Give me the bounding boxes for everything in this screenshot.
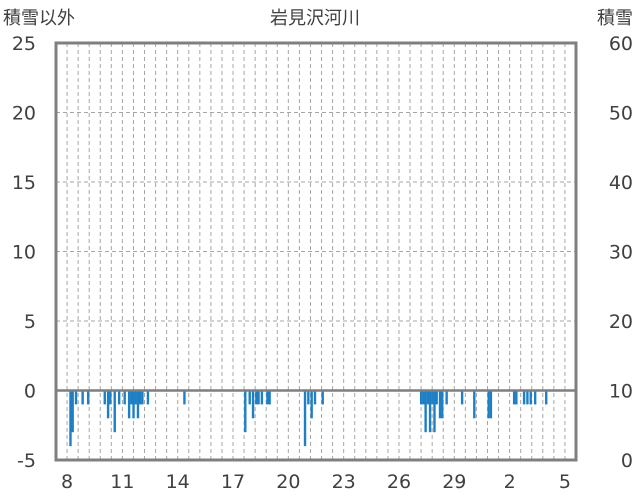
bar [431, 390, 434, 405]
right-tick-label: 20 [609, 311, 633, 333]
bar [251, 390, 255, 419]
bar [307, 390, 310, 405]
bar [134, 390, 137, 405]
right-axis-label: 積雪 [597, 8, 633, 29]
bar [244, 390, 247, 433]
bar [136, 390, 140, 419]
bar [123, 390, 126, 405]
x-tick-label: 20 [276, 471, 300, 493]
bar [529, 390, 532, 405]
bar [255, 390, 258, 405]
bar [489, 390, 493, 419]
bar [522, 390, 526, 405]
bar [130, 390, 133, 405]
bar [132, 390, 135, 419]
bar [266, 390, 269, 405]
bar [487, 390, 490, 419]
bar [257, 390, 260, 405]
right-tick-label: 0 [621, 450, 633, 472]
left-tick-label: 15 [12, 172, 36, 194]
x-tick-label: 8 [61, 471, 73, 493]
bar [117, 390, 121, 405]
bars [69, 390, 548, 447]
bar [86, 390, 90, 405]
bar [310, 390, 313, 419]
bar [138, 390, 142, 405]
x-tick-label: 2 [504, 471, 516, 493]
x-tick-label: 11 [110, 471, 134, 493]
x-tick-label: 23 [332, 471, 356, 493]
bar [426, 390, 430, 405]
right-tick-label: 60 [609, 33, 633, 55]
bar [260, 390, 264, 405]
right-tick-label: 40 [609, 172, 633, 194]
bar [81, 390, 84, 405]
x-tick-label: 5 [559, 471, 571, 493]
left-axis-label: 積雪以外 [3, 8, 75, 29]
x-tick-label: 17 [221, 471, 245, 493]
bar [74, 390, 78, 405]
bar [127, 390, 131, 419]
bar [109, 390, 112, 405]
chart-title: 岩見沢河川 [270, 8, 360, 29]
bar [433, 390, 436, 433]
left-tick-label: 10 [12, 242, 36, 264]
bar [303, 390, 307, 447]
bar [445, 390, 448, 405]
bar [69, 390, 72, 447]
bar [420, 390, 423, 405]
bar [106, 390, 110, 419]
left-tick-label: 0 [24, 381, 36, 403]
bar [460, 390, 464, 405]
bar [545, 390, 548, 405]
x-tick-label: 29 [442, 471, 466, 493]
right-tick-label: 50 [609, 103, 633, 125]
bar [321, 390, 324, 405]
bar [533, 390, 537, 405]
bar [512, 390, 516, 405]
bar [424, 390, 427, 433]
x-tick-label: 14 [166, 471, 190, 493]
bar [268, 390, 271, 405]
axes [54, 41, 578, 462]
left-tick-label: -5 [17, 450, 36, 472]
bar [113, 390, 116, 433]
left-tick-label: 5 [24, 311, 36, 333]
bar [183, 390, 186, 405]
right-tick-label: 30 [609, 242, 633, 264]
x-tick-label: 26 [387, 471, 411, 493]
bar [438, 390, 442, 419]
bar [473, 390, 476, 419]
left-tick-label: 25 [12, 33, 36, 55]
bar [441, 390, 444, 419]
left-tick-label: 20 [12, 103, 36, 125]
bar [103, 390, 106, 405]
bar [515, 390, 518, 405]
bar [313, 390, 317, 405]
bar [422, 390, 425, 405]
grid [56, 43, 576, 460]
bar [146, 390, 150, 405]
plot-frame [54, 41, 578, 462]
bar [71, 390, 74, 433]
bar [526, 390, 529, 405]
right-tick-label: 10 [609, 381, 633, 403]
bar [248, 390, 251, 405]
bar [141, 390, 144, 405]
bar [435, 390, 438, 405]
bar [428, 390, 432, 433]
